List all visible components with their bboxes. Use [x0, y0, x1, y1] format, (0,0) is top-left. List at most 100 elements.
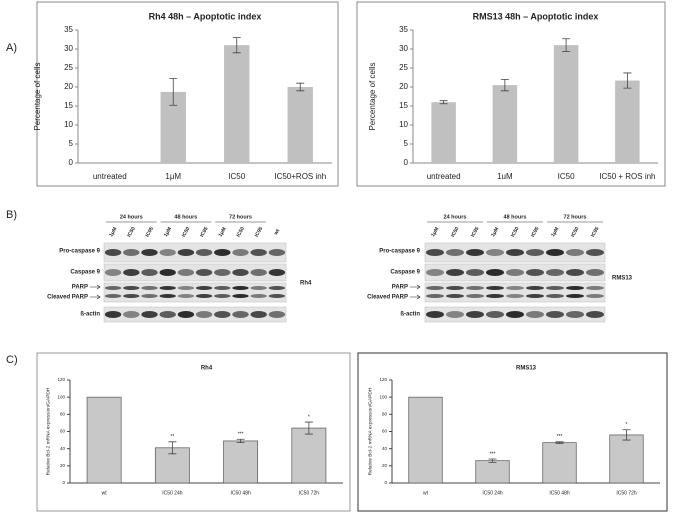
blot-band [546, 294, 564, 298]
blot-band [566, 294, 584, 298]
bar [287, 87, 313, 163]
blot-band [586, 294, 604, 298]
lane-label: IC95 [254, 226, 265, 238]
blot-band [268, 286, 286, 290]
blot-band [177, 249, 195, 256]
blot-band [250, 286, 267, 290]
lane-label: IC50 [236, 226, 247, 238]
x-tick-label: IC50 + ROS inh [599, 172, 655, 181]
time-label: 72 hours [229, 214, 252, 220]
blot-band [426, 311, 444, 318]
blot-band [123, 311, 140, 318]
arrow [90, 284, 101, 290]
time-label: 72 hours [564, 214, 587, 220]
y-tick-label: 5 [404, 139, 409, 148]
x-tick-label: IC50 24h [162, 490, 183, 496]
blot-band [250, 249, 267, 256]
blot-band [104, 286, 122, 290]
error-bar [236, 438, 245, 444]
blot-band [546, 311, 564, 318]
blot-band [446, 286, 464, 290]
blot-band [546, 286, 564, 290]
y-tick-label: 120 [379, 377, 387, 382]
blot-band [446, 269, 464, 276]
error-bar [500, 79, 509, 92]
y-tick-label: 20 [64, 82, 73, 91]
y-tick-label: 25 [399, 63, 408, 72]
lane-label: IC50 [181, 226, 192, 238]
chart-frame [36, 352, 351, 512]
blot-band [586, 249, 604, 256]
y-tick-label: 80 [60, 412, 66, 417]
bar [542, 442, 577, 484]
blot-band [232, 286, 249, 290]
y-tick-label: 60 [60, 429, 66, 434]
panel-label: C) [6, 354, 18, 366]
error-bar [562, 38, 571, 53]
lane-label: IC50 [510, 226, 521, 238]
significance-label: * [308, 414, 310, 420]
x-tick-label: IC50+ROS inh [274, 172, 326, 181]
bar [615, 80, 640, 163]
x-tick-label: 1uM [497, 172, 513, 181]
blot-band [195, 311, 213, 318]
blot-band [526, 311, 544, 318]
row-label: PARP [392, 285, 408, 291]
blot-band [566, 269, 584, 276]
panel-label: A) [6, 42, 17, 54]
bar [223, 440, 259, 484]
lane-label: 1μM [550, 226, 560, 238]
blot-band [141, 294, 158, 298]
y-tick-label: 15 [64, 101, 73, 110]
y-tick-label: 20 [382, 463, 388, 468]
blot-band [123, 249, 140, 256]
y-tick-label: 60 [382, 429, 388, 434]
blot-band [486, 286, 504, 290]
row-label: Pro-caspase 9 [59, 249, 100, 255]
y-tick-label: 25 [64, 63, 73, 72]
bar [609, 434, 644, 484]
blot-band [159, 294, 176, 298]
y-tick-label: 20 [399, 82, 408, 91]
chart-frame [36, 1, 339, 187]
chart-title: RMS13 [516, 366, 537, 372]
blot-band [195, 294, 213, 298]
blot-band [546, 269, 564, 276]
blot-band [195, 249, 213, 256]
blot-band [586, 311, 604, 318]
blot-band [446, 294, 464, 298]
blot-band [159, 311, 176, 318]
blot-band [250, 269, 267, 276]
bar [86, 396, 122, 484]
lane-label: 1μM [163, 226, 173, 238]
blot-band [526, 249, 544, 256]
arrow [410, 284, 421, 290]
blot-band [159, 269, 176, 276]
blot-band [268, 249, 286, 256]
blot-band [177, 294, 195, 298]
time-label: 48 hours [504, 214, 527, 220]
blot-band [250, 294, 267, 298]
error-bar [488, 458, 497, 463]
blot-band [214, 269, 231, 276]
y-axis-label: Percentage of cells [368, 62, 377, 130]
lane-label: 1μM [217, 226, 227, 238]
lane-label: 1μM [108, 226, 118, 238]
blot-band [104, 269, 122, 276]
x-tick-label: wt [423, 490, 429, 496]
blot-band [486, 249, 504, 256]
x-tick-label: untreated [93, 172, 127, 181]
row-label: Caspase 9 [390, 270, 420, 276]
x-tick-label: 1μM [165, 172, 181, 181]
blot-band [486, 294, 504, 298]
blot-band [104, 249, 122, 256]
chart-frame [357, 352, 668, 512]
bar [475, 460, 510, 484]
lane-label: IC95 [199, 226, 210, 238]
blot-band [141, 286, 158, 290]
y-tick-label: 0 [62, 480, 65, 485]
blot-band [214, 249, 231, 256]
panel-label: B) [6, 209, 17, 221]
row-label: Cleaved PARP [47, 295, 88, 301]
blot-band [214, 311, 231, 318]
